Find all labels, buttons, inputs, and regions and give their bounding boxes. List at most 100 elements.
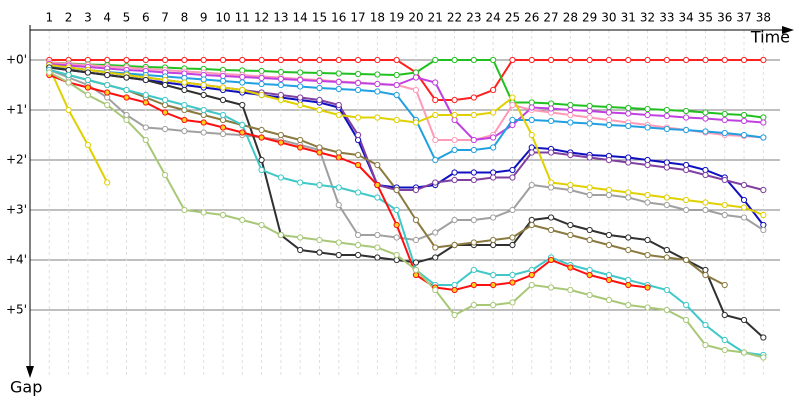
data-point (605, 186, 613, 194)
data-point (277, 56, 284, 64)
x-tick-label: 12 (254, 11, 269, 25)
data-point (702, 109, 709, 116)
y-tick-label: +0' (6, 53, 27, 67)
data-point (393, 251, 400, 259)
data-point (702, 271, 709, 279)
data-point (354, 136, 362, 144)
data-point (451, 116, 458, 124)
data-point (65, 71, 72, 79)
data-point (297, 179, 304, 186)
data-point (239, 129, 246, 136)
data-point (161, 109, 169, 116)
data-point (316, 181, 323, 189)
data-point (760, 354, 767, 361)
data-point (509, 94, 516, 101)
data-point (374, 56, 381, 64)
data-point (663, 246, 670, 254)
data-point (663, 194, 670, 201)
data-point (509, 121, 516, 129)
series-lines (46, 56, 767, 361)
data-point (567, 181, 574, 189)
data-point (84, 69, 91, 76)
data-point (509, 206, 516, 214)
data-point (586, 266, 593, 274)
data-point (683, 56, 690, 64)
x-tick-label: 26 (524, 11, 539, 25)
data-point (528, 221, 535, 229)
data-point (316, 144, 323, 151)
data-point (509, 279, 516, 286)
data-point (470, 136, 477, 144)
data-point (181, 206, 188, 214)
data-point (335, 154, 342, 161)
data-point (683, 126, 690, 134)
data-point (142, 124, 149, 131)
data-point (354, 251, 362, 259)
data-point (740, 214, 748, 221)
data-point (181, 127, 188, 135)
data-point (625, 234, 632, 241)
data-point (161, 81, 169, 89)
data-point (683, 301, 690, 309)
data-point (528, 271, 535, 279)
series-line (49, 59, 764, 119)
data-point (393, 71, 400, 79)
data-point (760, 226, 767, 234)
x-tick-label: 13 (273, 11, 288, 25)
data-point (354, 241, 362, 249)
data-point (181, 79, 188, 86)
data-point (702, 56, 709, 64)
data-point (297, 136, 304, 144)
data-point (644, 156, 651, 164)
data-point (277, 75, 284, 83)
data-point (470, 239, 477, 246)
data-point (393, 186, 400, 194)
data-point (181, 101, 188, 109)
data-point (239, 101, 246, 109)
data-point (702, 206, 709, 214)
x-tick-label: 11 (235, 11, 250, 25)
data-point (258, 74, 265, 82)
data-point (354, 86, 362, 94)
data-point (683, 206, 690, 214)
data-point (374, 114, 381, 121)
data-point (663, 106, 670, 114)
data-point (721, 116, 728, 124)
data-point (547, 214, 555, 221)
data-point (509, 166, 516, 174)
x-tick-label: 21 (428, 11, 443, 25)
data-point (567, 264, 574, 271)
data-point (412, 86, 420, 94)
data-point (277, 231, 284, 239)
data-point (142, 136, 149, 144)
x-tick-label: 38 (756, 11, 771, 25)
data-point (46, 69, 53, 76)
data-point (277, 68, 284, 76)
data-point (644, 199, 651, 206)
data-point (547, 226, 555, 234)
data-point (490, 214, 497, 221)
data-point (258, 91, 265, 99)
data-point (200, 119, 207, 126)
data-point (547, 105, 555, 112)
data-point (740, 56, 748, 64)
data-point (219, 116, 227, 124)
data-point (625, 104, 632, 112)
data-point (142, 99, 149, 106)
data-point (432, 229, 439, 236)
data-point (490, 301, 497, 309)
data-point (354, 79, 362, 87)
data-point (567, 101, 574, 109)
data-point (432, 111, 439, 119)
data-point (760, 211, 767, 219)
data-point (432, 244, 439, 251)
data-point (470, 266, 477, 274)
data-point (740, 316, 748, 324)
x-tick-label: 4 (103, 11, 111, 25)
data-point (297, 94, 304, 101)
x-tick-label: 35 (698, 11, 713, 25)
data-point (432, 254, 439, 261)
data-point (586, 102, 593, 110)
data-point (412, 74, 420, 81)
